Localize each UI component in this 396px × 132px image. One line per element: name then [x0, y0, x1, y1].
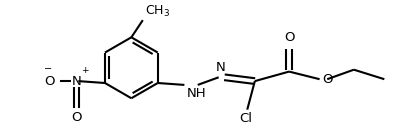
Text: N: N: [216, 61, 225, 74]
Text: N: N: [72, 75, 81, 88]
Text: +: +: [81, 66, 89, 75]
Text: −: −: [44, 64, 52, 74]
Text: O: O: [322, 73, 333, 86]
Text: O: O: [71, 111, 82, 124]
Text: O: O: [284, 31, 294, 44]
Text: O: O: [44, 75, 55, 88]
Text: CH$_3$: CH$_3$: [145, 4, 170, 19]
Text: Cl: Cl: [239, 112, 252, 125]
Text: NH: NH: [186, 87, 206, 100]
